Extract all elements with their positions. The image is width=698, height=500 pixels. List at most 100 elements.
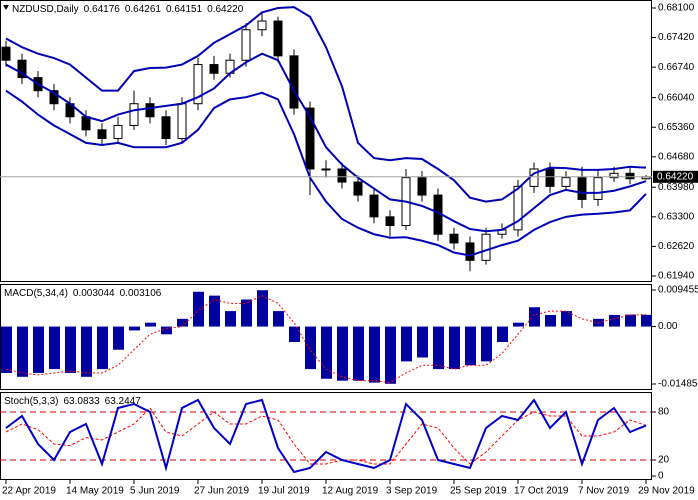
candle-body <box>177 103 187 140</box>
panel-frame <box>0 0 652 282</box>
header-value: 0.003106 <box>120 288 162 299</box>
macd-bar <box>225 311 236 327</box>
macd-bar <box>481 326 492 362</box>
macd-bar <box>545 314 556 327</box>
bollinger-upper <box>5 6 647 203</box>
macd-bar <box>497 326 508 343</box>
candle-body <box>273 20 283 57</box>
macd-bar <box>241 299 252 327</box>
last-price-box <box>653 170 698 183</box>
header-value: 63.0833 <box>63 396 100 407</box>
candle-body <box>369 194 379 218</box>
macd-bar <box>449 326 460 370</box>
x-tick-label: 12 Aug 2019 <box>322 486 379 497</box>
bollinger-lower <box>5 89 647 257</box>
candle-body <box>161 116 171 140</box>
panel-header: MACD(5,34,4) 0.003044 0.003106 <box>4 288 162 299</box>
y-tick-label: 0.63980 <box>658 182 695 193</box>
y-tick-label: 0.65360 <box>658 122 695 133</box>
y-tick-label: 20 <box>658 455 670 466</box>
candle-body <box>1 46 11 61</box>
macd-bar <box>337 326 348 381</box>
header-value: 0.64261 <box>125 4 162 15</box>
x-tick-label: 7 Nov 2019 <box>578 486 630 497</box>
symbol-icon <box>3 5 9 10</box>
macd-bar <box>113 326 124 350</box>
header-title: MACD(5,34,4) <box>4 288 68 299</box>
y-tick-label: 0.61940 <box>658 271 695 282</box>
x-tick-label: 19 Jul 2019 <box>258 486 310 497</box>
candle-body <box>81 116 91 131</box>
candle-body <box>49 90 59 105</box>
candle-body <box>337 168 347 183</box>
header-title: Stoch(5,3,3) <box>4 396 58 407</box>
candle-body <box>257 20 267 31</box>
stoch-signal <box>5 407 647 465</box>
macd-bar <box>273 311 284 327</box>
macd-bar <box>529 307 540 327</box>
x-tick-label: 25 Sep 2019 <box>450 486 507 497</box>
macd-bar <box>321 326 332 379</box>
candle-body <box>465 242 475 261</box>
macd-bar <box>417 326 428 358</box>
x-tick-label: 27 Jun 2019 <box>194 486 249 497</box>
panel-frame <box>0 392 652 480</box>
y-tick-label: 0.00 <box>658 321 678 332</box>
macd-bar <box>193 291 204 327</box>
candle-body <box>481 233 491 261</box>
candle-body <box>625 172 635 180</box>
macd-bar <box>129 326 140 331</box>
candle-body <box>145 103 155 118</box>
panel-frame <box>0 284 652 390</box>
y-tick-label: 0.68100 <box>658 3 695 14</box>
y-tick-label: 0.64680 <box>658 151 695 162</box>
macd-bar <box>257 290 268 327</box>
macd-bar <box>369 326 380 383</box>
macd-bar <box>353 326 364 381</box>
candle-body <box>545 168 555 187</box>
candle-body <box>449 233 459 244</box>
x-tick-label: 17 Oct 2019 <box>514 486 569 497</box>
macd-bar <box>177 318 188 327</box>
last-price-label: 0.64220 <box>657 171 694 182</box>
x-tick-label: 22 Apr 2019 <box>2 486 56 497</box>
macd-bar <box>17 326 28 377</box>
macd-bar <box>81 326 92 377</box>
macd-bar <box>209 295 220 327</box>
macd-bar <box>609 314 620 327</box>
y-tick-label: 0.009455 <box>658 285 698 296</box>
candle-body <box>97 129 107 140</box>
panel-header: NZDUSD,Daily 0.64176 0.64261 0.64151 0.64220 <box>12 4 244 15</box>
macd-bar <box>641 314 652 327</box>
panel-header: Stoch(5,3,3) 63.0833 63.2447 <box>4 396 141 407</box>
y-tick-label: 80 <box>658 407 670 418</box>
candle-body <box>417 177 427 196</box>
candle-body <box>561 177 571 187</box>
macd-bar <box>145 322 156 327</box>
header-title: NZDUSD,Daily <box>12 4 79 15</box>
candle-body <box>385 216 395 227</box>
y-tick-label: 0.62620 <box>658 241 695 252</box>
macd-bar <box>465 326 476 366</box>
macd-bar <box>49 326 60 370</box>
macd-bar <box>401 326 412 362</box>
header-value: 0.003044 <box>73 288 115 299</box>
y-tick-label: 0 <box>658 471 664 482</box>
candle-body <box>193 64 203 105</box>
header-value: 0.64151 <box>166 4 203 15</box>
candle-body <box>593 177 603 200</box>
x-tick-label: 14 May 2019 <box>66 486 124 497</box>
y-tick-label: -0.014855 <box>658 379 698 390</box>
macd-bar <box>1 326 12 373</box>
header-value: 0.64220 <box>207 4 244 15</box>
candle-body <box>17 59 27 79</box>
candle-body <box>513 185 523 231</box>
header-value: 63.2447 <box>105 396 142 407</box>
x-tick-label: 3 Sep 2019 <box>386 486 438 497</box>
macd-bar <box>385 326 396 384</box>
y-tick-label: 0.66040 <box>658 92 695 103</box>
candle-body <box>353 181 363 196</box>
macd-bar <box>513 322 524 327</box>
